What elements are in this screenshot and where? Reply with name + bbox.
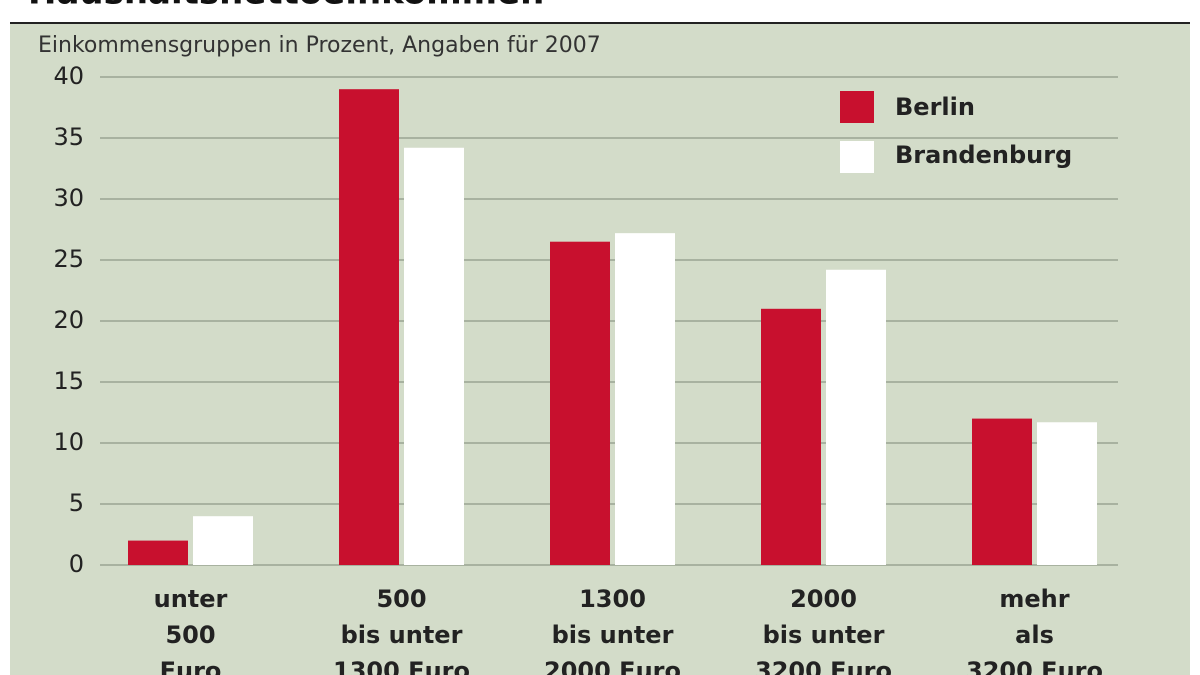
x-tick-label: 500 <box>165 621 215 649</box>
x-tick-label: bis unter <box>341 621 463 649</box>
x-tick-label: 500 <box>376 585 426 613</box>
y-tick-label: 0 <box>69 550 84 578</box>
x-tick-label: 1300 Euro <box>333 657 470 675</box>
x-tick-label: bis unter <box>763 621 885 649</box>
bar <box>615 233 675 565</box>
bar <box>339 89 399 565</box>
chart-subtitle: Einkommensgruppen in Prozent, Angaben fü… <box>38 33 601 58</box>
y-tick-label: 15 <box>53 367 84 395</box>
bar <box>128 540 188 565</box>
x-tick-label: 1300 <box>579 585 646 613</box>
y-tick-label: 30 <box>53 184 84 212</box>
y-tick-label: 25 <box>53 245 84 273</box>
y-tick-label: 20 <box>53 306 84 334</box>
x-tick-label: 3200 Euro <box>966 657 1103 675</box>
x-tick-label: mehr <box>999 585 1069 613</box>
bar <box>761 308 821 565</box>
legend-swatch <box>840 141 874 173</box>
bar <box>550 241 610 565</box>
legend-label: Berlin <box>895 93 975 121</box>
x-tick-label: 2000 Euro <box>544 657 681 675</box>
x-tick-label: Euro <box>160 657 222 675</box>
x-tick-label: bis unter <box>552 621 674 649</box>
bar <box>404 147 464 565</box>
x-tick-label: 2000 <box>790 585 857 613</box>
legend-label: Brandenburg <box>895 141 1072 169</box>
x-tick-label: unter <box>154 585 228 613</box>
bar <box>1037 422 1097 565</box>
x-tick-label: 3200 Euro <box>755 657 892 675</box>
legend-swatch <box>840 91 874 123</box>
bar <box>972 418 1032 565</box>
y-tick-label: 35 <box>53 123 84 151</box>
bar <box>826 269 886 565</box>
y-tick-label: 10 <box>53 428 84 456</box>
y-tick-label: 5 <box>69 489 84 517</box>
y-tick-label: 40 <box>53 62 84 90</box>
bar <box>193 516 253 565</box>
chart-title: Haushaltsnettoeinkommen <box>28 0 544 13</box>
x-tick-label: als <box>1015 621 1054 649</box>
